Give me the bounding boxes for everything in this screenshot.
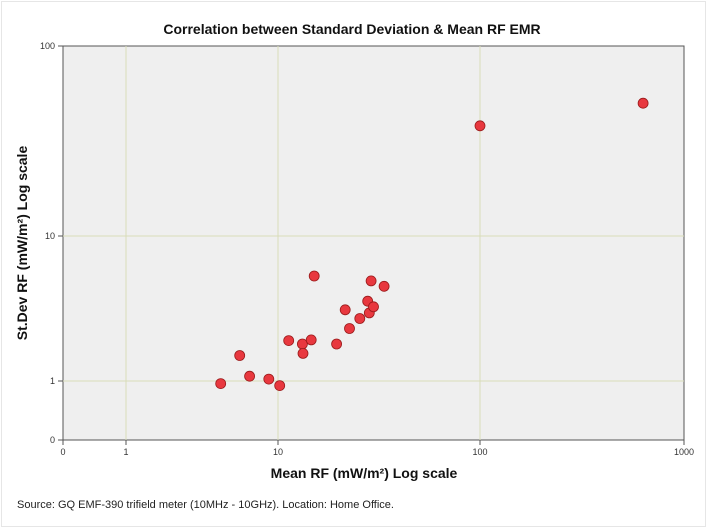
data-point (274, 380, 286, 392)
data-point (305, 334, 317, 346)
x-tick-label: 1000 (674, 447, 694, 457)
x-tick-label: 1 (123, 447, 128, 457)
data-point (331, 338, 343, 350)
y-tick-label: 100 (40, 41, 55, 51)
y-tick-label: 1 (50, 376, 55, 386)
data-point (308, 270, 320, 282)
data-point (354, 313, 366, 324)
data-points (215, 97, 649, 392)
data-point (263, 373, 275, 385)
x-gridlines (125, 46, 481, 440)
x-tick-label: 100 (472, 447, 487, 457)
data-point (474, 120, 486, 132)
plot-area (62, 45, 685, 441)
x-axis-ticks: 0 1 10 100 1000 (60, 440, 694, 457)
y-tick-label: 0 (50, 435, 55, 445)
x-tick-label: 0 (60, 447, 65, 457)
y-axis-label: St.Dev RF (mW/m²) Log scale (14, 146, 30, 341)
data-point (244, 370, 256, 382)
data-point (283, 335, 295, 347)
y-gridlines (63, 235, 684, 382)
y-tick-label: 10 (45, 231, 55, 241)
x-axis-label: Mean RF (mW/m²) Log scale (271, 465, 458, 481)
data-point (365, 275, 377, 287)
data-point (215, 378, 227, 390)
data-point (378, 280, 390, 292)
data-point (297, 347, 309, 359)
chart-title: Correlation between Standard Deviation &… (163, 21, 540, 37)
data-point (339, 304, 351, 316)
data-point (234, 350, 246, 361)
data-point (368, 301, 379, 313)
y-axis-ticks: 0 1 10 100 (40, 41, 63, 445)
data-point (637, 97, 649, 109)
data-point (344, 323, 355, 334)
x-tick-label: 10 (273, 447, 283, 457)
source-caption: Source: GQ EMF-390 trifield meter (10MHz… (17, 499, 394, 511)
scatter-chart: Correlation between Standard Deviation &… (14, 21, 694, 481)
